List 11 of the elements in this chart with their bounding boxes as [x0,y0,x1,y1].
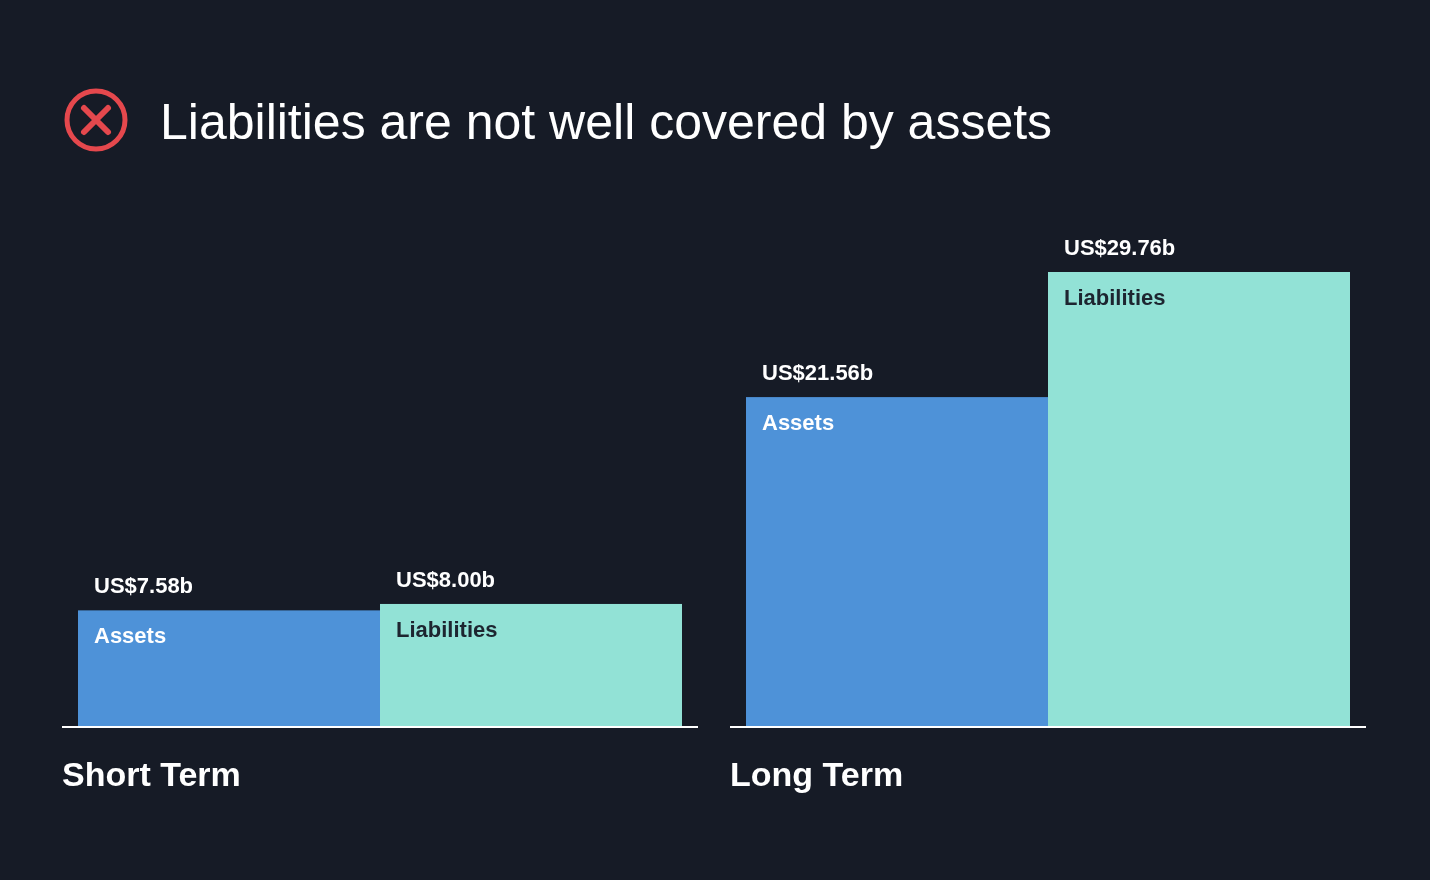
x-tick-label: Liabilities [396,616,498,642]
chart-title: Liabilities are not well covered by assets [160,94,1053,150]
x-axis-title: Long Term [730,755,904,793]
x-tick-label: Assets [94,623,167,649]
data-label: US$29.76b [1064,235,1176,260]
x-tick-label: Assets [762,410,835,436]
x-tick-label: Liabilities [1064,285,1166,310]
data-label: US$21.56b [762,360,874,386]
data-label: US$8.00b [396,566,496,592]
x-axis-title: Short Term [62,755,241,793]
data-label: US$7.58b [94,573,194,599]
